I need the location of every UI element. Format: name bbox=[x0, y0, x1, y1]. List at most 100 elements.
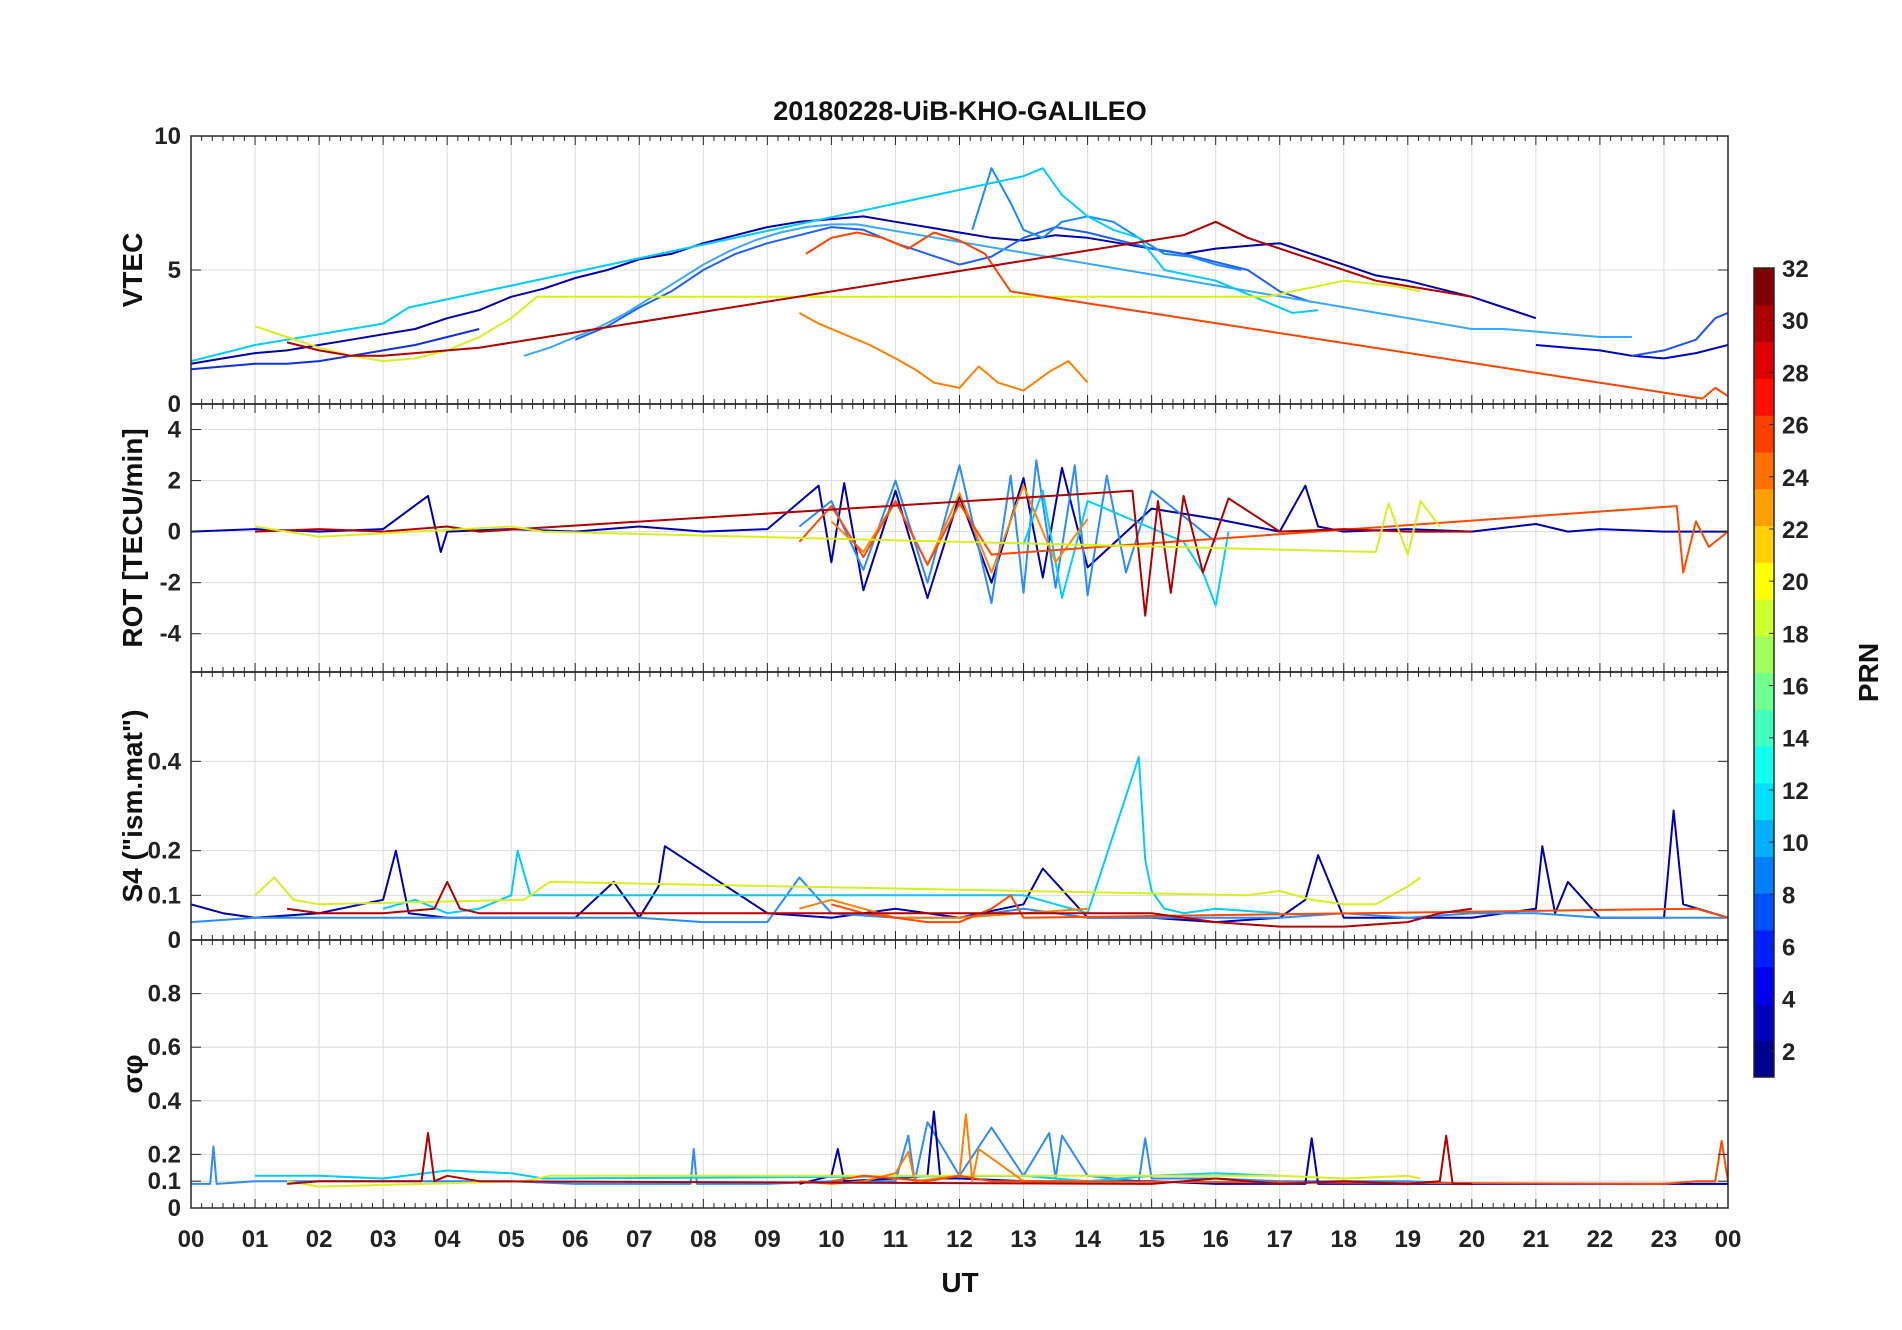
panel-vtec: 0 5 10 VTEC bbox=[117, 123, 1729, 418]
series-line bbox=[254, 876, 1422, 906]
colorbar-segment bbox=[1754, 929, 1774, 968]
series-line bbox=[191, 167, 1319, 363]
series-group bbox=[191, 755, 1728, 928]
colorbar-segment bbox=[1754, 672, 1774, 710]
series-line bbox=[191, 215, 1537, 365]
x-tick-label: 15 bbox=[1138, 1226, 1165, 1253]
x-tick-label: 19 bbox=[1394, 1226, 1421, 1253]
x-tick-label: 20 bbox=[1458, 1226, 1485, 1253]
x-tick-label: 10 bbox=[818, 1226, 845, 1253]
series-line bbox=[798, 312, 1089, 392]
x-tick-label: 16 bbox=[1202, 1226, 1229, 1253]
colorbar-tick-label: 6 bbox=[1782, 935, 1795, 962]
colorbar-segment bbox=[1754, 1040, 1774, 1078]
series-line bbox=[523, 223, 1632, 357]
y-tick-label: 10 bbox=[154, 123, 181, 150]
colorbar-tick-label: 14 bbox=[1782, 726, 1809, 753]
colorbar-tick-label: 30 bbox=[1782, 308, 1809, 335]
colorbar-segment bbox=[1754, 488, 1774, 527]
x-tick-label: 01 bbox=[242, 1226, 269, 1253]
y-tick-label: 0.8 bbox=[148, 981, 181, 1008]
series-line bbox=[830, 484, 1089, 574]
y-tick-label: 0 bbox=[168, 927, 181, 954]
x-axis-label: UT bbox=[941, 1267, 978, 1298]
colorbar-tick-label: 8 bbox=[1782, 882, 1795, 909]
x-tick-label: 17 bbox=[1266, 1226, 1293, 1253]
y-tick-label: 2 bbox=[168, 468, 181, 495]
colorbar-tick-label: 18 bbox=[1782, 621, 1809, 648]
x-tick-label: 18 bbox=[1330, 1226, 1357, 1253]
colorbar-tick-label: 10 bbox=[1782, 830, 1809, 857]
colorbar-segment bbox=[1754, 304, 1774, 343]
colorbar-segment bbox=[1754, 451, 1774, 490]
series-line bbox=[286, 220, 1472, 357]
colorbar-segment bbox=[1754, 562, 1774, 600]
x-tick-label: 07 bbox=[626, 1226, 653, 1253]
colorbar-segment bbox=[1754, 635, 1774, 674]
series-line bbox=[287, 1132, 1472, 1185]
series-line bbox=[831, 1140, 1728, 1185]
x-tick-label: 11 bbox=[883, 1226, 908, 1253]
colorbar-segment bbox=[1754, 525, 1774, 563]
colorbar-tick-label: 20 bbox=[1782, 569, 1809, 596]
colorbar-tick-label: 26 bbox=[1782, 413, 1809, 440]
colorbar-segment bbox=[1754, 378, 1774, 416]
colorbar-label: PRN bbox=[1853, 643, 1884, 702]
series-line bbox=[254, 500, 1441, 556]
y-tick-label: 0.1 bbox=[148, 882, 181, 909]
y-tick-label: -2 bbox=[160, 570, 181, 597]
y-tick-label: 4 bbox=[168, 417, 182, 444]
y-tick-label: 5 bbox=[168, 257, 181, 284]
colorbar-tick-label: 22 bbox=[1782, 517, 1809, 544]
chart-title: 20180228-UiB-KHO-GALILEO bbox=[773, 96, 1147, 126]
x-tick-label: 14 bbox=[1074, 1226, 1101, 1253]
y-axis-label: S4 ("ism.mat") bbox=[117, 709, 148, 902]
colorbar-segment bbox=[1754, 966, 1774, 1005]
colorbar-segment bbox=[1754, 415, 1774, 453]
colorbar-segment bbox=[1754, 341, 1774, 379]
panel-sigma: 00.10.2 0.4 0.6 0.8 σφ bbox=[117, 939, 1729, 1222]
x-tick-labels: 00 01 02 03 04 05 06 07 08 09 10 11 12 13 14 15 16 17 18 19… bbox=[178, 1226, 1742, 1253]
y-tick-label: 0.6 bbox=[148, 1034, 181, 1061]
series-line bbox=[574, 226, 1313, 341]
y-tick-label: 0.4 bbox=[148, 748, 182, 775]
series-line bbox=[1631, 311, 1728, 357]
series-line bbox=[382, 755, 1280, 915]
y-tick-label: 0.2 bbox=[148, 1141, 181, 1168]
colorbar-tick-label: 2 bbox=[1782, 1039, 1795, 1066]
y-tick-label: 0 bbox=[168, 519, 181, 546]
y-tick-label: 0.2 bbox=[148, 838, 181, 865]
series-line bbox=[831, 894, 1728, 924]
colorbar-tick-label: 32 bbox=[1782, 256, 1809, 283]
x-tick-label: 08 bbox=[690, 1226, 717, 1253]
y-tick-label: -4 bbox=[160, 621, 182, 648]
series-line bbox=[286, 880, 1472, 928]
y-tick-label: 0.4 bbox=[148, 1088, 182, 1115]
series-line bbox=[805, 231, 1728, 400]
x-tick-label: 23 bbox=[1651, 1226, 1678, 1253]
colorbar-segment bbox=[1754, 598, 1774, 637]
series-line bbox=[798, 459, 1217, 605]
colorbar-tick-label: 12 bbox=[1782, 778, 1809, 805]
y-axis-label: ROT [TECU/min] bbox=[117, 428, 148, 647]
series-line bbox=[286, 1174, 1421, 1188]
series-line bbox=[798, 500, 1728, 574]
y-tick-label: 0.1 bbox=[148, 1168, 181, 1195]
series-line bbox=[191, 809, 1728, 924]
x-tick-label: 05 bbox=[498, 1226, 525, 1253]
colorbar-segment bbox=[1754, 856, 1774, 894]
series-group bbox=[191, 459, 1728, 617]
x-tick-label: 04 bbox=[434, 1226, 461, 1253]
series-group bbox=[191, 167, 1728, 400]
colorbar-segment bbox=[1754, 746, 1774, 784]
colorbar-tick-label: 4 bbox=[1782, 987, 1796, 1014]
x-tick-label: 13 bbox=[1010, 1226, 1037, 1253]
colorbar-segment bbox=[1754, 893, 1774, 931]
colorbar-tick-label: 24 bbox=[1782, 465, 1809, 492]
x-tick-label: 02 bbox=[306, 1226, 333, 1253]
series-line bbox=[799, 1113, 1088, 1185]
y-axis-label: VTEC bbox=[117, 233, 148, 308]
